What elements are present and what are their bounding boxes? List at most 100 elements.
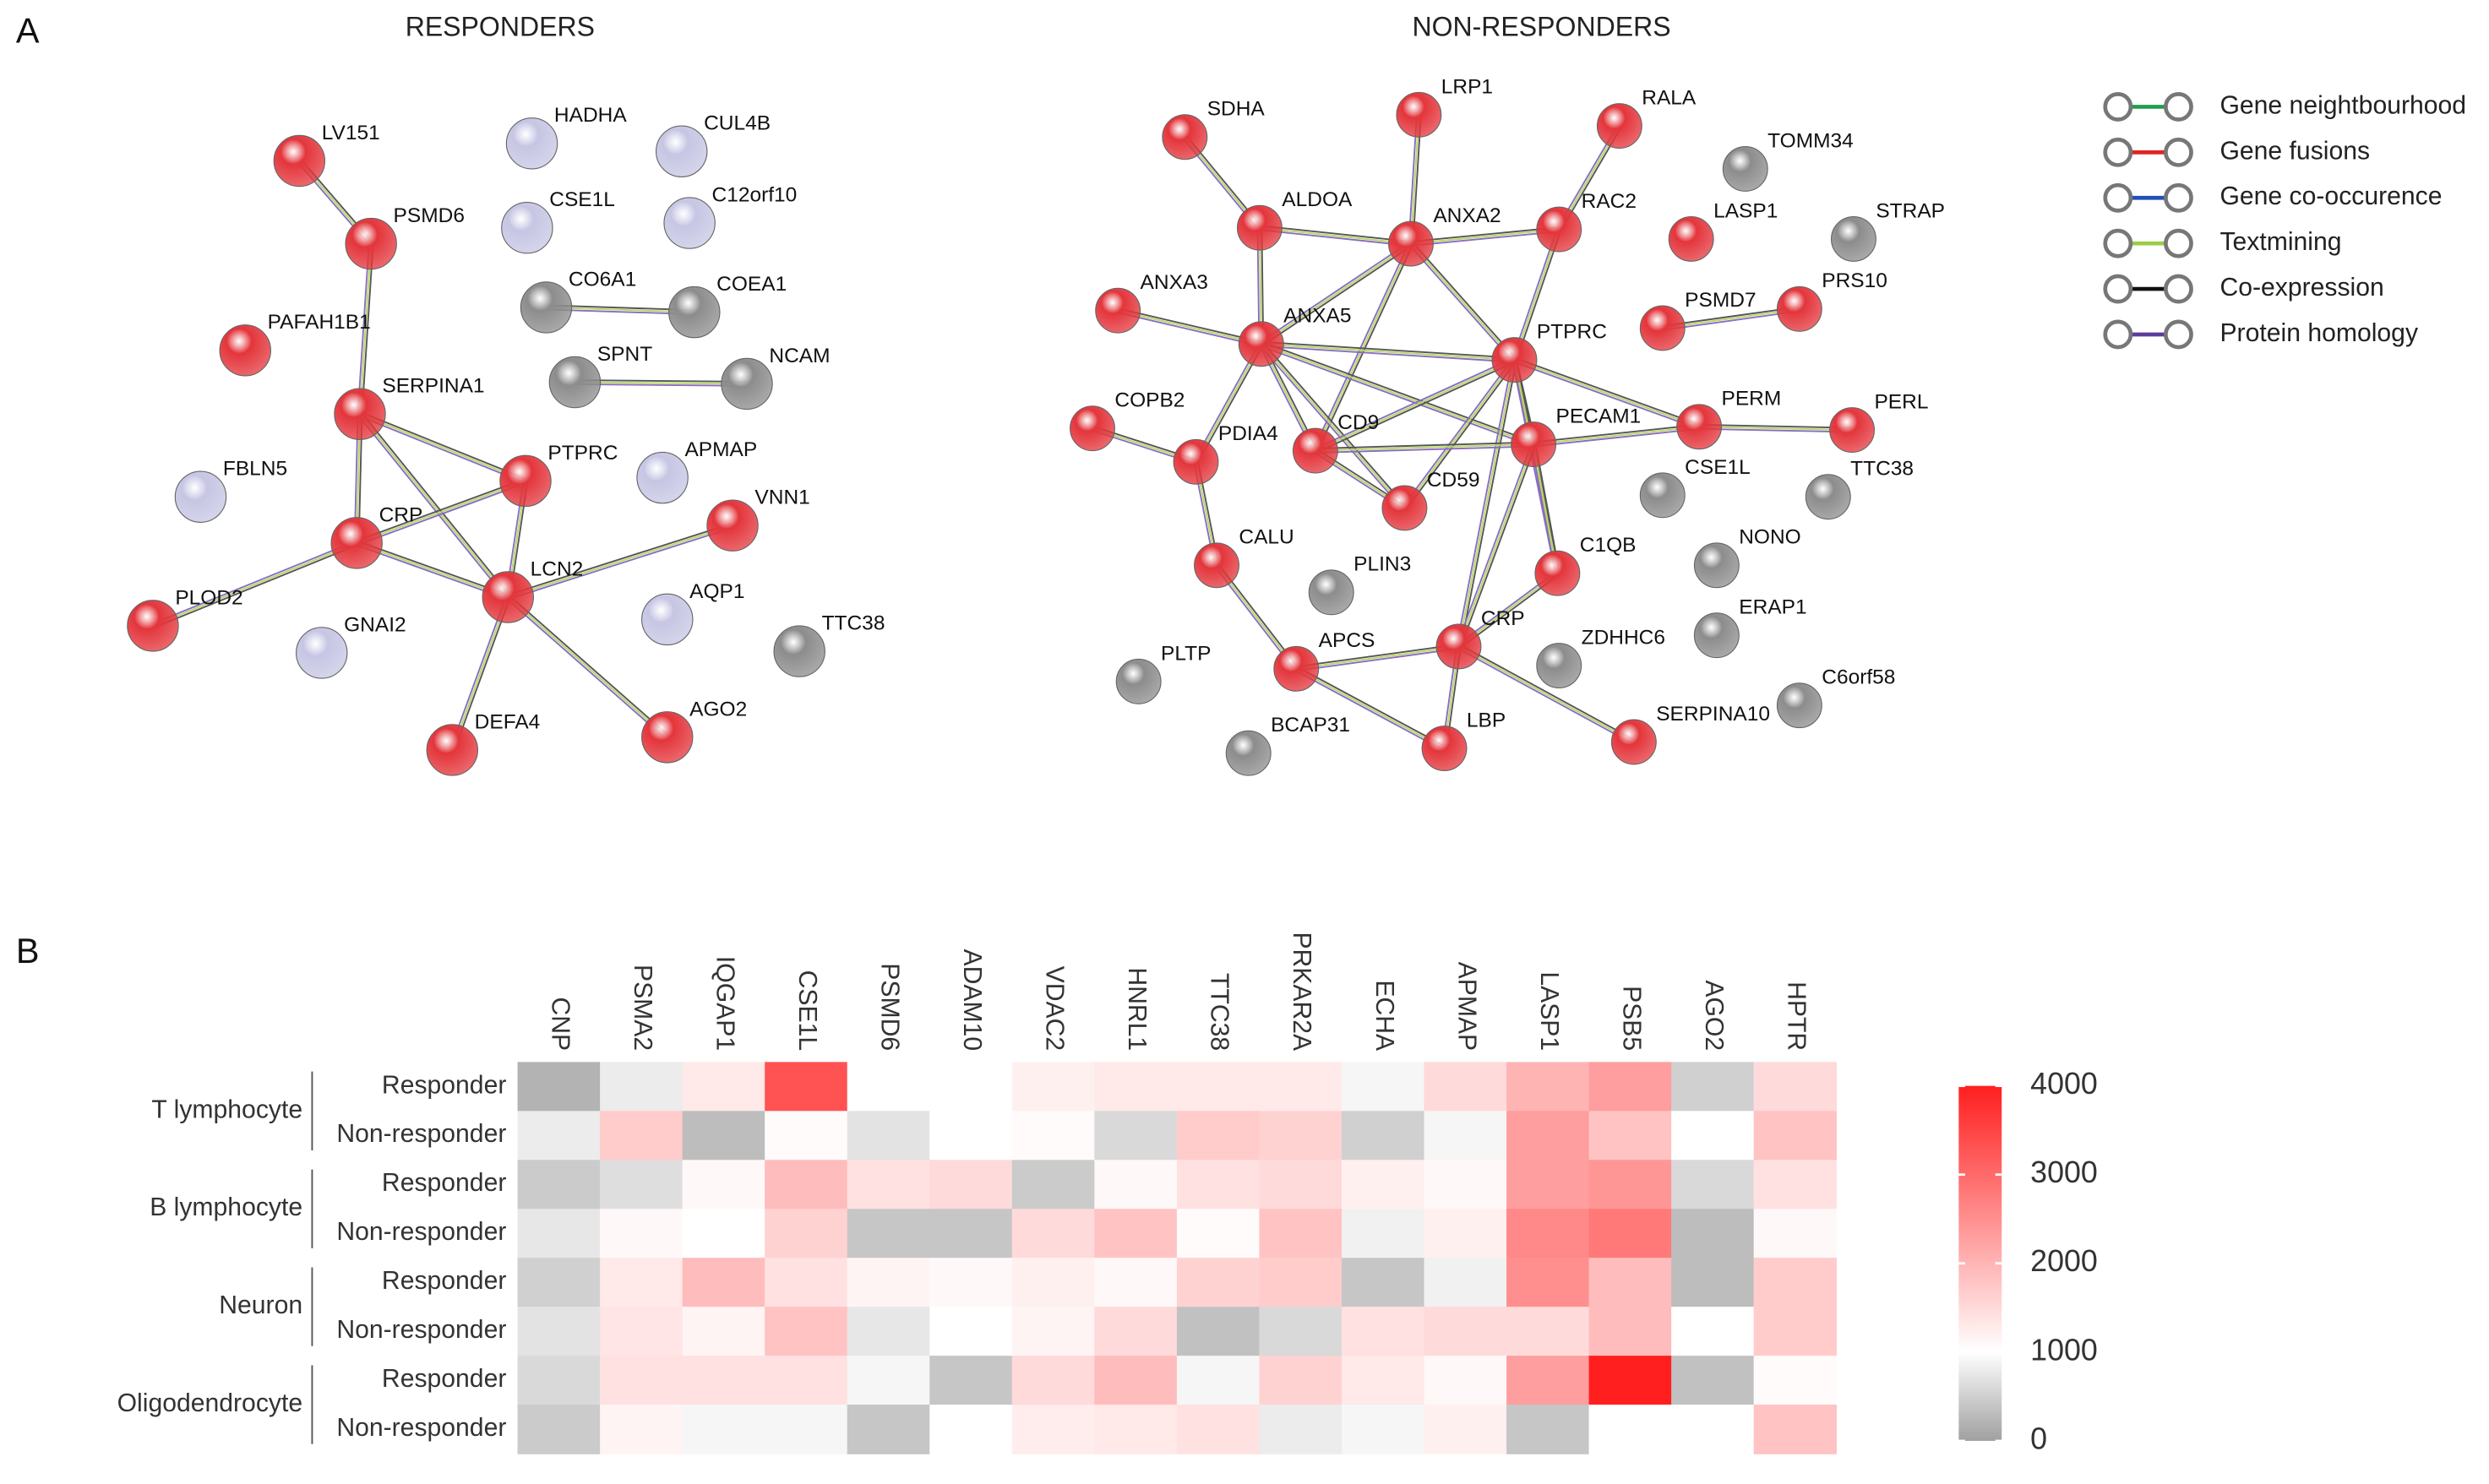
node-label: PSMD6 [394, 204, 465, 227]
heatmap-cell [600, 1062, 684, 1112]
node-label: AQP1 [689, 580, 744, 603]
network-node [1776, 285, 1822, 332]
network-edge [1513, 229, 1560, 361]
network-edge [1294, 670, 1444, 752]
node-label: LASP1 [1713, 199, 1778, 222]
network-edge [1295, 644, 1459, 668]
node-label: PECAM1 [1555, 405, 1641, 427]
network-node [1536, 643, 1582, 688]
heatmap-cell [1094, 1062, 1178, 1112]
network-node [1173, 438, 1219, 485]
heatmap-cell [1011, 1111, 1096, 1161]
network-title: NON-RESPONDERS [1412, 12, 1670, 42]
heatmap-cell [600, 1111, 684, 1161]
network-node [1693, 542, 1740, 589]
node-label: CD59 [1427, 469, 1480, 492]
heatmap-cell [1259, 1258, 1343, 1307]
network-edge [1410, 226, 1560, 243]
network-node [1421, 726, 1468, 771]
heatmap-cell [1753, 1209, 1837, 1258]
node-label: ALDOA [1282, 188, 1353, 211]
node-label: C6orf58 [1822, 666, 1895, 689]
node-label: ZDHHC6 [1582, 626, 1665, 649]
network-edge [1457, 359, 1516, 647]
heatmap-cell [1176, 1307, 1261, 1356]
node-label: LV151 [322, 122, 380, 144]
network-node [1511, 421, 1557, 467]
network-edge [1402, 358, 1514, 508]
node-label: RAC2 [1582, 190, 1637, 213]
heatmap-cell [1753, 1307, 1837, 1356]
heatmap-cell [1671, 1111, 1755, 1161]
network-node [501, 201, 553, 254]
network-node [668, 285, 721, 339]
network-edge [449, 595, 507, 750]
network-node [1308, 569, 1354, 616]
network-edge [357, 415, 508, 600]
node-label: NCAM [769, 345, 830, 367]
network-edge [507, 522, 733, 596]
network-edge [1699, 426, 1853, 432]
network-edge [1456, 443, 1533, 646]
network-edge [1261, 345, 1515, 363]
node-label: NONO [1739, 526, 1800, 549]
network-edge [1312, 242, 1410, 450]
legend-node [2103, 182, 2133, 213]
heatmap-cell [1506, 1160, 1590, 1209]
node-label: SERPINA10 [1656, 703, 1770, 726]
row-label: Responder [382, 1365, 506, 1393]
network-edge [508, 526, 734, 601]
legend-node [2164, 319, 2193, 350]
heatmap-cell [847, 1209, 931, 1258]
node-label: GNAI2 [344, 613, 406, 636]
network-edge [1261, 343, 1534, 445]
heatmap-cell [847, 1356, 931, 1405]
node-label: DEFA4 [475, 710, 541, 733]
network-node [1115, 658, 1162, 704]
heatmap-cell [1094, 1258, 1178, 1307]
heatmap-cell [1753, 1111, 1837, 1161]
heatmap-cell [1341, 1356, 1425, 1405]
heatmap-cell [517, 1111, 601, 1161]
network-node [1693, 612, 1740, 659]
color-bar-label: 1000 [2030, 1333, 2098, 1367]
heatmap-cell [1176, 1356, 1261, 1405]
heatmap-cell [1588, 1307, 1672, 1356]
network-node [773, 625, 825, 677]
network-node [1070, 405, 1115, 452]
heatmap-cell [1341, 1209, 1425, 1258]
network-node [1162, 114, 1208, 160]
row-label: Non-responder [336, 1218, 506, 1246]
heatmap-cell [1094, 1307, 1178, 1356]
heatmap-cell [1588, 1160, 1672, 1209]
network-edge [1259, 229, 1411, 247]
node-label: SERPINA1 [382, 375, 484, 398]
heatmap-cell [1341, 1062, 1425, 1112]
group-label: B lymphocyte [150, 1193, 302, 1221]
heatmap-cell [1011, 1209, 1096, 1258]
column-label: IQGAP1 [711, 956, 738, 1051]
heatmap-cell [600, 1160, 684, 1209]
network-edge [1118, 307, 1262, 343]
heatmap-cell [682, 1062, 765, 1112]
heatmap-cell [1341, 1258, 1425, 1307]
heatmap-cell [1671, 1405, 1755, 1454]
network-node [548, 356, 602, 409]
heatmap-cell [1094, 1209, 1178, 1258]
heatmap-cell [1424, 1405, 1507, 1454]
heatmap-cell [600, 1209, 684, 1258]
node-label: CUL4B [704, 112, 771, 135]
heatmap-cell [1424, 1209, 1507, 1258]
network-node [1639, 472, 1686, 519]
heatmap-cell [517, 1258, 601, 1307]
legend-node [2164, 137, 2193, 167]
network-node [499, 454, 552, 508]
heatmap-cell [929, 1160, 1013, 1209]
network-edge [1295, 667, 1445, 749]
legend-node [2103, 274, 2133, 304]
heatmap-cell [765, 1160, 848, 1209]
heatmap-cell [847, 1062, 931, 1112]
heatmap-cell [847, 1307, 931, 1356]
heatmap-cell [1588, 1356, 1672, 1405]
network-edge [1513, 361, 1699, 430]
